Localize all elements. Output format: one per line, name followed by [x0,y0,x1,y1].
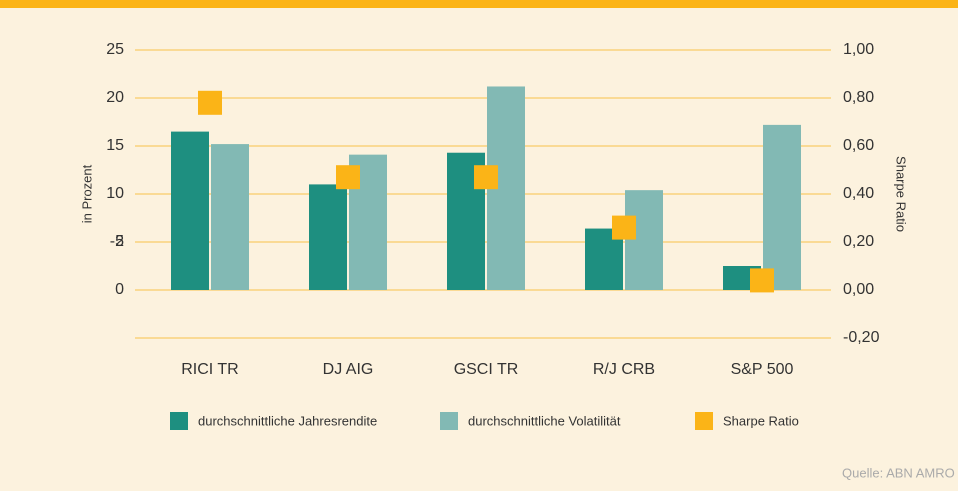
y-tick-label: 15 [106,137,124,154]
y-tick-label: 5 [115,233,124,250]
x-tick-label: DJ AIG [323,361,374,378]
x-tick-label: GSCI TR [454,361,519,378]
source: Quelle: ABN AMRO [842,465,955,480]
sharpe-marker [750,268,774,293]
x-tick-label: RICI TR [181,361,238,378]
bar [625,190,663,290]
legend-swatch [170,412,188,430]
top-bar [0,0,958,8]
legend-swatch [695,412,713,430]
y-tick-label: 25 [106,41,124,58]
bar [309,184,347,290]
y2-tick-label: -0,20 [843,329,880,346]
x-tick-label: R/J CRB [593,361,655,378]
y-tick-label: 0 [115,281,124,298]
legend-swatch [440,412,458,430]
sharpe-marker [612,215,636,240]
y2-axis-label: Sharpe Ratio [894,156,909,232]
y-axis-label: in Prozent [79,164,94,223]
y-tick-label: 20 [106,89,124,106]
y-tick-label: -2 [110,233,124,250]
y-tick-label: 10 [106,185,124,202]
y2-tick-label: 0,80 [843,89,874,106]
y2-tick-label: 0,60 [843,137,874,154]
legend-label: durchschnittliche Jahresrendite [198,413,377,428]
y2-tick-label: 0,00 [843,281,874,298]
y2-tick-label: 1,00 [843,41,874,58]
sharpe-marker [336,165,360,190]
sharpe-marker [198,90,222,115]
y2-tick-label: 0,40 [843,185,874,202]
legend-label: durchschnittliche Volatilität [468,413,621,428]
sharpe-marker [474,165,498,190]
bar [211,144,249,290]
y2-tick-label: 0,20 [843,233,874,250]
x-tick-label: S&P 500 [731,361,794,378]
bar [171,131,209,290]
bar [763,124,801,290]
legend-label: Sharpe Ratio [723,413,799,428]
